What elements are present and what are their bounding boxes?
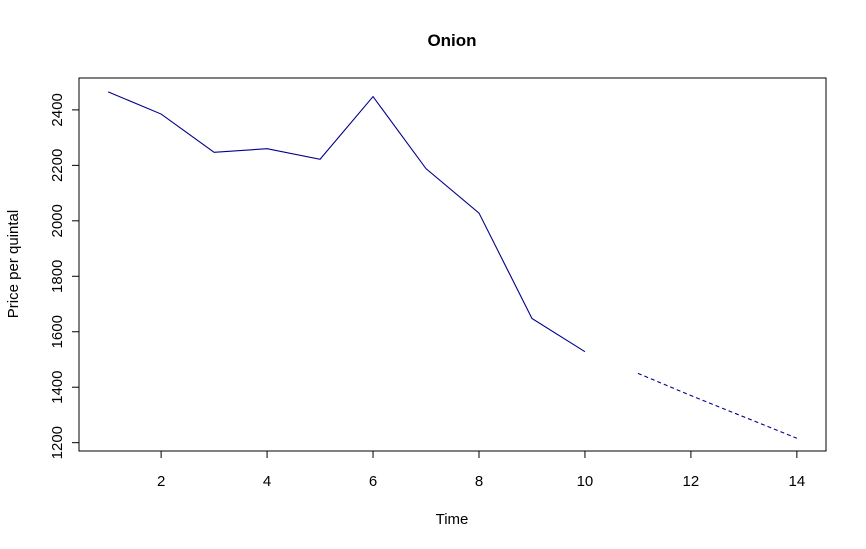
observed-series-line bbox=[107, 91, 586, 353]
x-tick-label: 14 bbox=[789, 473, 806, 490]
x-tick-label: 2 bbox=[157, 473, 165, 490]
x-tick-label: 10 bbox=[577, 473, 594, 490]
x-tick-label: 6 bbox=[369, 473, 377, 490]
x-tick-label: 12 bbox=[683, 473, 700, 490]
chart-title: Onion bbox=[427, 31, 476, 50]
y-tick-label: 1800 bbox=[49, 260, 66, 293]
y-tick-label: 2200 bbox=[49, 149, 66, 182]
x-axis-label: Time bbox=[436, 511, 469, 528]
x-tick-label: 4 bbox=[263, 473, 271, 490]
x-tick-label: 8 bbox=[475, 473, 483, 490]
y-axis: 1200 1400 1600 1800 2000 2200 2400 bbox=[49, 93, 80, 459]
x-axis: 2 4 6 8 10 12 14 bbox=[157, 450, 806, 490]
y-axis-label: Price per quintal bbox=[5, 210, 22, 318]
y-tick-label: 1200 bbox=[49, 426, 66, 459]
y-tick-label: 2000 bbox=[49, 204, 66, 237]
plot-frame bbox=[78, 77, 827, 452]
y-tick-label: 2400 bbox=[49, 93, 66, 126]
series-layer bbox=[107, 91, 798, 439]
y-tick-label: 1400 bbox=[49, 371, 66, 404]
y-tick-label: 1600 bbox=[49, 315, 66, 348]
forecast-series-line bbox=[637, 372, 798, 439]
